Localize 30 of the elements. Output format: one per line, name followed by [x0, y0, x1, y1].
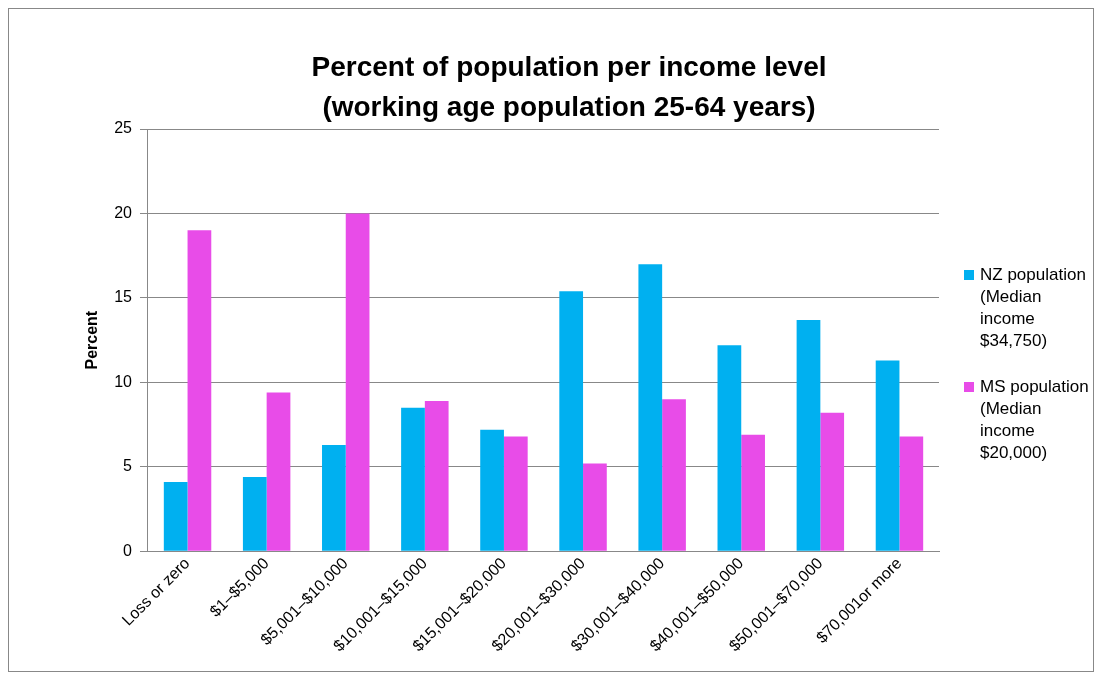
bar	[638, 264, 663, 551]
bar	[242, 477, 267, 551]
bar	[401, 407, 425, 551]
y-tick-label: 25	[114, 119, 133, 137]
y-tick-label: 5	[123, 457, 133, 475]
bar	[424, 400, 449, 551]
bar	[163, 482, 188, 551]
y-tick-label: 20	[114, 203, 133, 221]
bar	[717, 345, 742, 551]
y-axis-title: Percent	[83, 310, 101, 370]
bar	[820, 412, 845, 551]
chart-title: Percent of population per income level (working age population 25-64 years)	[310, 50, 828, 124]
y-tick-label: 10	[114, 372, 133, 390]
bar	[662, 399, 686, 551]
bar	[583, 463, 607, 551]
bar	[480, 429, 504, 551]
bar	[741, 434, 765, 551]
legend-label: NZ population (Median income $34,750)	[980, 265, 1086, 350]
y-tick-label: 15	[114, 288, 133, 306]
bar	[899, 436, 924, 551]
legend-label: MS population (Median income $20,000)	[980, 377, 1089, 462]
bar	[266, 392, 291, 551]
bar	[875, 360, 900, 551]
bar	[345, 213, 370, 551]
bar	[187, 230, 212, 551]
bar	[559, 291, 584, 551]
bar	[322, 444, 346, 551]
y-tick-label: 0	[123, 541, 133, 559]
bar	[503, 436, 528, 551]
bar	[796, 319, 821, 551]
